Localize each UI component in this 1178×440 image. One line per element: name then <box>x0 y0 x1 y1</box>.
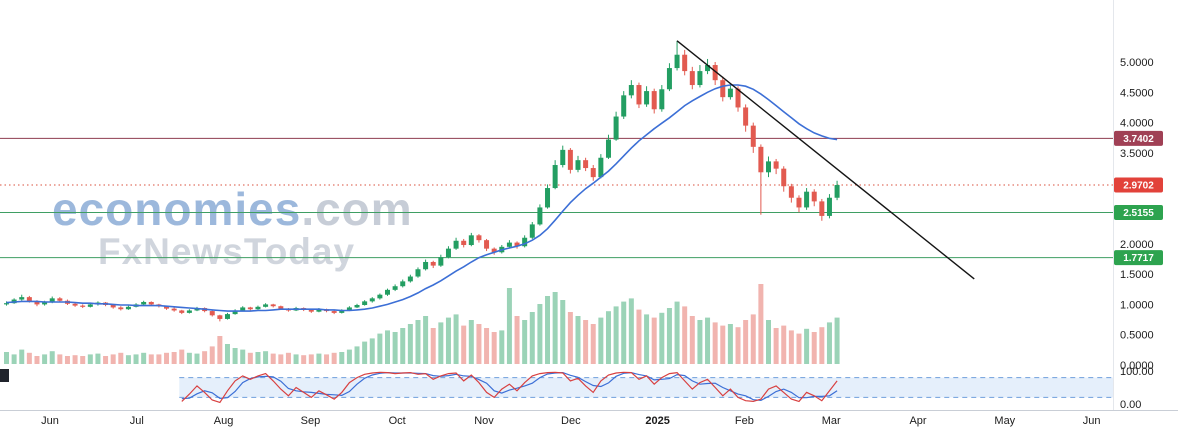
price-label-badge <box>1114 205 1163 221</box>
x-axis-label: Sep <box>301 415 321 427</box>
svg-text:2.0000: 2.0000 <box>1120 239 1154 251</box>
x-axis-label: Jul <box>130 415 144 427</box>
price-label-text: 2.5155 <box>1123 208 1154 219</box>
price-label-badge <box>1114 250 1163 266</box>
svg-text:3.5000: 3.5000 <box>1120 148 1154 160</box>
x-axis-label: Jun <box>41 415 59 427</box>
x-axis-label: Feb <box>735 415 754 427</box>
x-axis: Jun Jul Aug Sep Oct Nov Dec 2025 Feb Mar Apr May Jun <box>41 415 1100 427</box>
watermark-brand-suffix: .com <box>301 183 413 235</box>
svg-text:4.0000: 4.0000 <box>1120 118 1154 130</box>
trendline <box>676 40 975 280</box>
x-axis-label: 2025 <box>645 415 669 427</box>
stochastic-k-line <box>181 371 838 404</box>
x-axis-label: Aug <box>214 415 234 427</box>
stochastic-band <box>179 377 1113 398</box>
price-lines <box>0 137 1113 259</box>
indicator-tab <box>0 369 9 382</box>
price-label-text: 1.7717 <box>1123 253 1154 264</box>
candles-layer <box>4 40 840 322</box>
x-axis-label: May <box>994 415 1015 427</box>
svg-text:4.5000: 4.5000 <box>1120 87 1154 99</box>
price-label-text: 3.7402 <box>1123 134 1154 145</box>
watermark-brand: economies <box>52 183 302 235</box>
watermark-brand-line: economies.com <box>52 186 413 233</box>
watermark: economies.com FxNewsToday <box>52 186 413 271</box>
stochastic-d-line <box>181 371 838 402</box>
svg-text:1.5000: 1.5000 <box>1120 269 1154 281</box>
price-line-labels: 3.7402 2.9702 2.5155 1.7717 <box>1114 130 1163 266</box>
svg-text:5.0000: 5.0000 <box>1120 57 1154 69</box>
svg-text:0.5000: 0.5000 <box>1120 330 1154 342</box>
svg-text:1.0000: 1.0000 <box>1120 299 1154 311</box>
watermark-tagline: FxNewsToday <box>98 230 356 272</box>
svg-text:0.00: 0.00 <box>1120 399 1141 411</box>
ma-line <box>6 84 838 312</box>
svg-text:0.0000: 0.0000 <box>1120 360 1154 372</box>
y-axis: 5.0000 4.5000 4.0000 3.5000 2.0000 1.5000 1.00… <box>1120 57 1154 411</box>
x-axis-label: Nov <box>474 415 494 427</box>
x-axis-label: Apr <box>909 415 926 427</box>
price-label-badge <box>1114 130 1163 146</box>
x-axis-label: Oct <box>389 415 406 427</box>
x-axis-label: Mar <box>822 415 841 427</box>
x-axis-label: Jun <box>1083 415 1101 427</box>
x-axis-label: Dec <box>561 415 581 427</box>
price-label-text: 2.9702 <box>1123 181 1154 192</box>
volume-layer <box>4 284 840 364</box>
svg-text:100.00: 100.00 <box>1120 366 1154 378</box>
price-label-badge <box>1114 177 1163 193</box>
